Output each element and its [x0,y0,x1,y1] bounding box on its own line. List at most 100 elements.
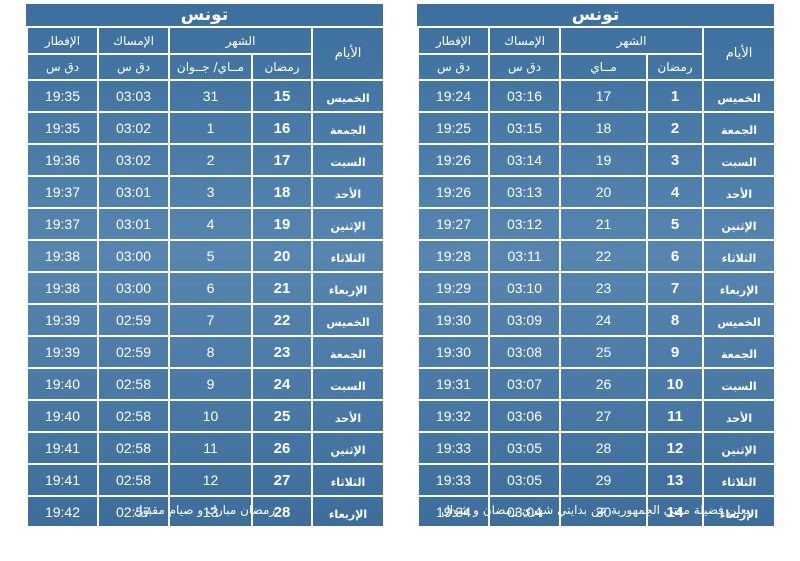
table-row: 19:37 03:01 4 19 الإثنين [26,207,386,241]
table-row: 19:39 02:59 7 22 الخميس [26,303,386,337]
imsak-time: 03:00 [97,239,170,273]
month-header: الشهر [167,26,314,55]
weekday: السبت [702,367,777,401]
ramadan-day: 19 [250,207,314,241]
imsak-time: 03:03 [97,79,170,113]
table-row: 19:29 03:10 23 7 الإربعاء [417,271,777,305]
iftar-header: الإفطار [417,26,490,55]
iftar-time: 19:30 [417,303,490,337]
weekday: الخميس [311,527,386,561]
gregorian-date: 3 [168,175,253,209]
timetable: الإفطار الإمساك الشهر الأيام دق س دق س م… [26,26,386,561]
gregorian-date: 28 [559,431,648,465]
iftar-time: 19:33 [417,431,490,465]
weekday: الإربعاء [311,271,386,305]
ramadan-day: 26 [250,431,314,465]
table-row: 19:40 02:58 10 25 الأحد [26,399,386,433]
city-title: تونس [571,5,620,25]
table-row: 19:36 03:02 2 17 السبت [26,143,386,177]
table-row: 19:25 03:15 18 2 الجمعة [417,111,777,145]
gregorian-header: مــاي [559,53,648,81]
iftar-time: 19:40 [26,399,99,433]
imsak-time: 03:06 [488,399,561,433]
table-row: 19:24 03:16 17 1 الخميس [417,79,777,113]
ramadan-day: 13 [645,463,705,497]
weekday: الثلاثاء [311,463,386,497]
gregorian-date: 2 [168,143,253,177]
weekday: الثلاثاء [702,463,777,497]
weekday: الخميس [702,303,777,337]
imsak-time: 03:10 [488,271,561,305]
imsak-time: 03:01 [97,207,170,241]
ramadan-day: 18 [250,175,314,209]
imsak-time: 03:05 [488,431,561,465]
gregorian-date: 27 [559,399,648,433]
ramadan-header: رمضان [645,53,705,81]
table-row: 19:35 03:03 31 15 الخميس [26,79,386,113]
iftar-time: 19:41 [26,463,99,497]
iftar-unit: دق س [417,53,490,81]
imsak-time: 02:58 [97,399,170,433]
ramadan-day: 11 [645,399,705,433]
ramadan-day: 22 [250,303,314,337]
weekday: الأحد [311,175,386,209]
ramadan-day: 17 [250,143,314,177]
iftar-time: 19:27 [417,207,490,241]
weekday: الخميس [311,79,386,113]
gregorian-date: 9 [168,367,253,401]
imsak-time: 03:16 [488,79,561,113]
gregorian-date: 4 [168,207,253,241]
gregorian-date: 31 [168,79,253,113]
ramadan-day: 20 [250,239,314,273]
ramadan-day: 23 [250,335,314,369]
weekday: الإربعاء [702,271,777,305]
iftar-time: 19:24 [417,79,490,113]
weekday: الخميس [311,303,386,337]
weekday: الإثنين [702,207,777,241]
weekday: الأحد [702,175,777,209]
imsak-time: 03:11 [488,239,561,273]
iftar-time: 19:39 [26,335,99,369]
imsak-time: 03:07 [488,367,561,401]
gregorian-date: 21 [559,207,648,241]
imsak-time: 02:58 [97,367,170,401]
ramadan-day: 7 [645,271,705,305]
imsak-header: الإمساك [97,26,170,55]
imsak-time: 03:04 [488,495,561,529]
days-header: الأيام [311,26,386,81]
ramadan-header: رمضان [250,53,314,81]
table-row: 19:42 02:57 13 28 الإربعاء [26,495,386,529]
imsak-time: 02:57 [97,495,170,529]
weekday: الجمعة [702,111,777,145]
imsak-time: 02:59 [97,335,170,369]
table-row: 19:40 02:58 9 24 السبت [26,367,386,401]
imsak-time: 03:14 [488,143,561,177]
weekday: الإربعاء [702,495,777,529]
iftar-time: 19:39 [26,303,99,337]
ramadan-day: 5 [645,207,705,241]
iftar-header: الإفطار [26,26,99,55]
weekday: الإثنين [702,431,777,465]
city-title: تونس [180,5,229,25]
gregorian-date: 19 [559,143,648,177]
iftar-time: 19:41 [26,431,99,465]
table-row: 19:38 03:00 6 21 الإربعاء [26,271,386,305]
ramadan-day: 24 [250,367,314,401]
iftar-time: 19:42 [26,495,99,529]
ramadan-day: 3 [645,143,705,177]
month-header: الشهر [558,26,705,55]
footer-note: رمضان مبارك و صيام مقبول [133,503,276,517]
table-row: 19:30 03:09 24 8 الخميس [417,303,777,337]
table-row: 19:31 03:07 26 10 السبت [417,367,777,401]
imsak-time: 03:02 [97,143,170,177]
iftar-time: 19:30 [417,335,490,369]
weekday: السبت [311,143,386,177]
ramadan-day: 12 [645,431,705,465]
imsak-unit: دق س [488,53,561,81]
gregorian-date: 6 [168,271,253,305]
ramadan-day: 25 [250,399,314,433]
gregorian-date: 23 [559,271,648,305]
iftar-time: 19:29 [417,271,490,305]
imsak-time: 03:13 [488,175,561,209]
weekday: الجمعة [702,335,777,369]
